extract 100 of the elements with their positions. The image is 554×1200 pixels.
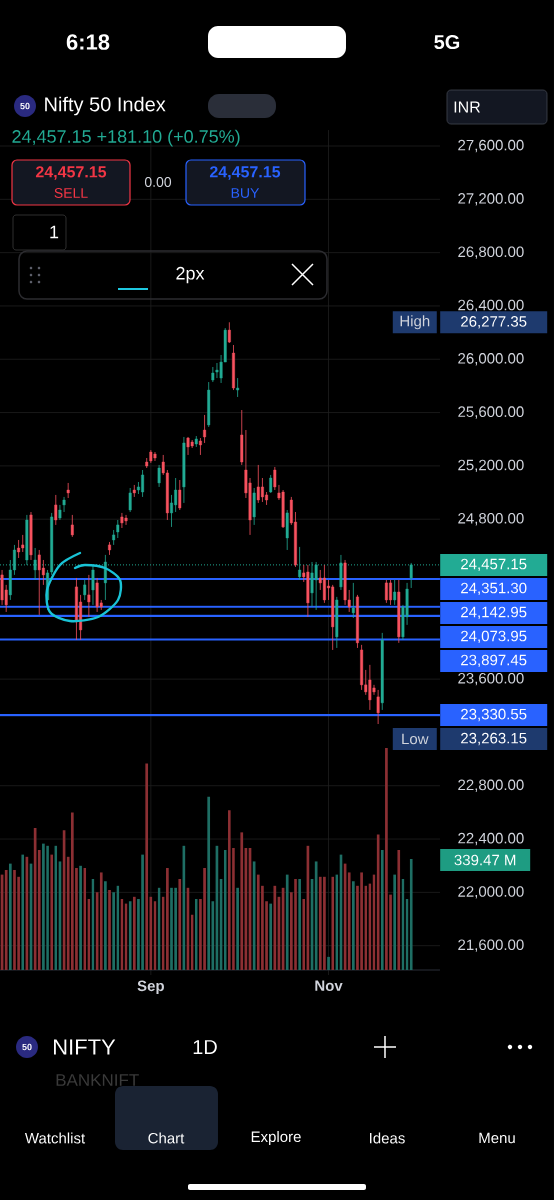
candlestick: [174, 477, 178, 513]
annotation: 24,457.15: [209, 166, 281, 180]
annotation: 0.00: [144, 177, 172, 187]
text: 50: [22, 1043, 32, 1051]
bar: [174, 887, 177, 970]
bar: [203, 867, 206, 970]
candlestick: [54, 494, 58, 526]
candlestick: [236, 377, 240, 398]
bar: [70, 812, 74, 970]
candlestick: [298, 546, 302, 581]
bar: [132, 896, 136, 970]
bar: [269, 903, 273, 970]
bar: [108, 890, 111, 970]
candlestick: [128, 487, 132, 513]
annotation: SELL: [54, 188, 88, 198]
bar: [236, 887, 239, 970]
text: Explore: [251, 1131, 301, 1145]
candlestick: [33, 547, 37, 581]
candlestick: [310, 561, 314, 608]
y-tick-label: 25,200.00: [458, 459, 524, 473]
candlestick: [409, 562, 413, 589]
chart-subtitle: 24,457.15 +181.10 (+0.75%): [12, 129, 240, 147]
y-tick-label: 21,600.00: [458, 939, 524, 952]
candlestick: [215, 362, 219, 379]
text: Watchlist: [24, 1132, 86, 1144]
candlestick: [376, 689, 380, 725]
bar: [37, 850, 41, 970]
text: INR: [454, 101, 480, 113]
candlestick: [393, 579, 397, 606]
bar: [327, 956, 330, 970]
y-tick-label: 27,600.00: [458, 139, 524, 153]
text: 339.47 M: [454, 854, 516, 866]
candlestick: [227, 321, 231, 344]
candlestick: [256, 464, 260, 504]
y-tick-label: 23,600.00: [458, 672, 524, 686]
candlestick: [91, 564, 95, 606]
bar: [178, 878, 182, 970]
bar: [240, 832, 244, 970]
text: 26,277.35: [461, 316, 527, 329]
bar: [145, 763, 149, 970]
bar: [385, 748, 388, 970]
annotation: 2px: [176, 266, 205, 284]
annotation: 24,457.15: [35, 166, 107, 180]
bar: [42, 843, 45, 970]
candlestick: [70, 514, 74, 538]
candlestick: [252, 487, 256, 526]
candlestick: [203, 414, 206, 444]
candlestick: [87, 574, 91, 618]
bar: [347, 872, 351, 970]
text: Ideas: [370, 1132, 405, 1144]
text: 50: [20, 102, 30, 110]
bar: [4, 870, 8, 970]
ref-line-label: 23,330.55: [461, 708, 527, 722]
text: NIFTY: [54, 1039, 116, 1055]
candlestick: [141, 469, 145, 498]
candlestick: [368, 664, 372, 711]
candlestick: [186, 436, 190, 456]
bar: [207, 796, 211, 970]
candlestick: [260, 477, 264, 503]
bar: [99, 872, 103, 970]
text: 1D: [193, 1040, 217, 1054]
y-tick-label: 25,600.00: [458, 406, 524, 419]
text: 5G: [434, 34, 460, 50]
bar: [393, 874, 397, 970]
candlestick: [384, 579, 388, 604]
bar: [166, 867, 169, 970]
bar: [318, 876, 322, 970]
bar: [380, 850, 384, 970]
bar: [141, 854, 144, 970]
bar: [8, 863, 12, 970]
annotation: High: [400, 315, 430, 330]
bar: [79, 865, 82, 970]
candlestick: [178, 479, 182, 511]
candlestick: [83, 579, 87, 601]
bar: [409, 859, 413, 970]
y-tick-label: 22,000.00: [458, 886, 524, 899]
y-tick-label: 26,800.00: [458, 246, 524, 259]
y-tick-label: 26,000.00: [458, 353, 524, 366]
candlestick: [120, 512, 124, 529]
text: 23,263.15: [461, 732, 527, 746]
bar: [351, 881, 355, 970]
bar: [285, 874, 289, 970]
candlestick: [95, 577, 99, 613]
y-tick-label: 22,800.00: [458, 779, 524, 792]
y-tick-label: 22,400.00: [458, 832, 524, 846]
candlestick: [124, 514, 128, 526]
candlestick: [314, 561, 318, 611]
annotation: Low: [402, 733, 429, 745]
bar: [360, 872, 363, 970]
candlestick: [157, 464, 161, 488]
bar: [112, 892, 115, 970]
y-tick-label: 24,800.00: [458, 512, 524, 526]
text: BANKNIFT: [56, 1074, 139, 1086]
annotation: BUY: [231, 188, 260, 198]
bar: [397, 850, 401, 970]
bar: [128, 901, 132, 970]
ref-line-label: 23,897.45: [461, 654, 527, 668]
bar: [170, 887, 173, 970]
y-tick-label: 26,400.00: [458, 299, 524, 313]
text: Menu: [479, 1132, 515, 1144]
